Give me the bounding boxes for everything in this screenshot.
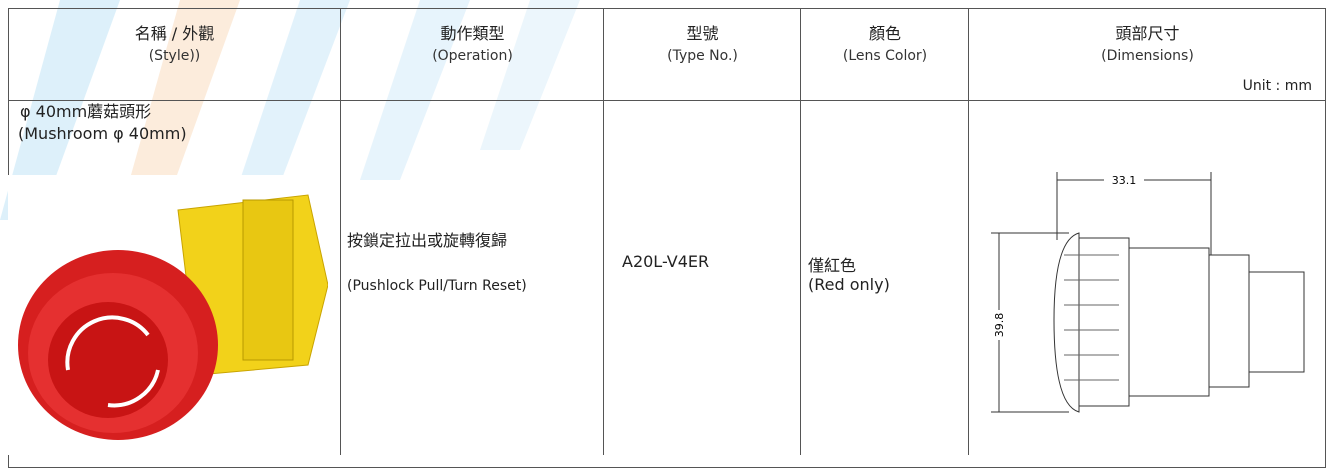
- product-image: [8, 175, 328, 455]
- header-divider: [8, 100, 1326, 101]
- col: [341, 8, 604, 455]
- col: [8, 8, 341, 455]
- color-zh: 僅紅色: [808, 256, 857, 275]
- style-zh: φ 40mm蘑菇頭形: [20, 102, 152, 121]
- header-zh: 型號: [686, 24, 719, 43]
- header-zh: 名稱 / 外觀: [134, 24, 215, 43]
- color-en: (Red only): [808, 275, 890, 294]
- header-en: (Dimensions): [1101, 48, 1194, 64]
- header-en: (Operation): [432, 48, 513, 64]
- header-cell: 型號 (Type No.): [604, 20, 801, 64]
- dimension-drawing: 33.1 39.8: [991, 172, 1305, 413]
- unit: Unit : mm: [1242, 78, 1312, 94]
- header-en: (Type No.): [667, 48, 738, 64]
- header-en: (Lens Color): [842, 48, 928, 64]
- header-zh: 顏色: [868, 24, 901, 43]
- header-cell: 顏色 (Lens Color): [801, 20, 969, 64]
- col: [801, 8, 969, 455]
- header-zh: 頭部尺寸: [1115, 24, 1180, 43]
- header-cell: 名稱 / 外觀 (Style)): [8, 20, 341, 64]
- header-zh: 動作類型: [440, 24, 505, 43]
- dim-width: 33.1: [1112, 174, 1137, 187]
- type-no: A20L-V4ER: [622, 252, 710, 271]
- header-en: (Style)): [148, 48, 201, 64]
- dim-height: 39.8: [993, 313, 1006, 338]
- style-en: (Mushroom φ 40mm): [18, 124, 187, 143]
- operation-zh: 按鎖定拉出或旋轉復歸: [347, 231, 508, 250]
- header-cell: 動作類型 (Operation): [341, 20, 604, 64]
- col: [604, 8, 801, 455]
- operation-en: (Pushlock Pull/Turn Reset): [347, 278, 527, 294]
- header-cell: 頭部尺寸 (Dimensions): [969, 20, 1326, 64]
